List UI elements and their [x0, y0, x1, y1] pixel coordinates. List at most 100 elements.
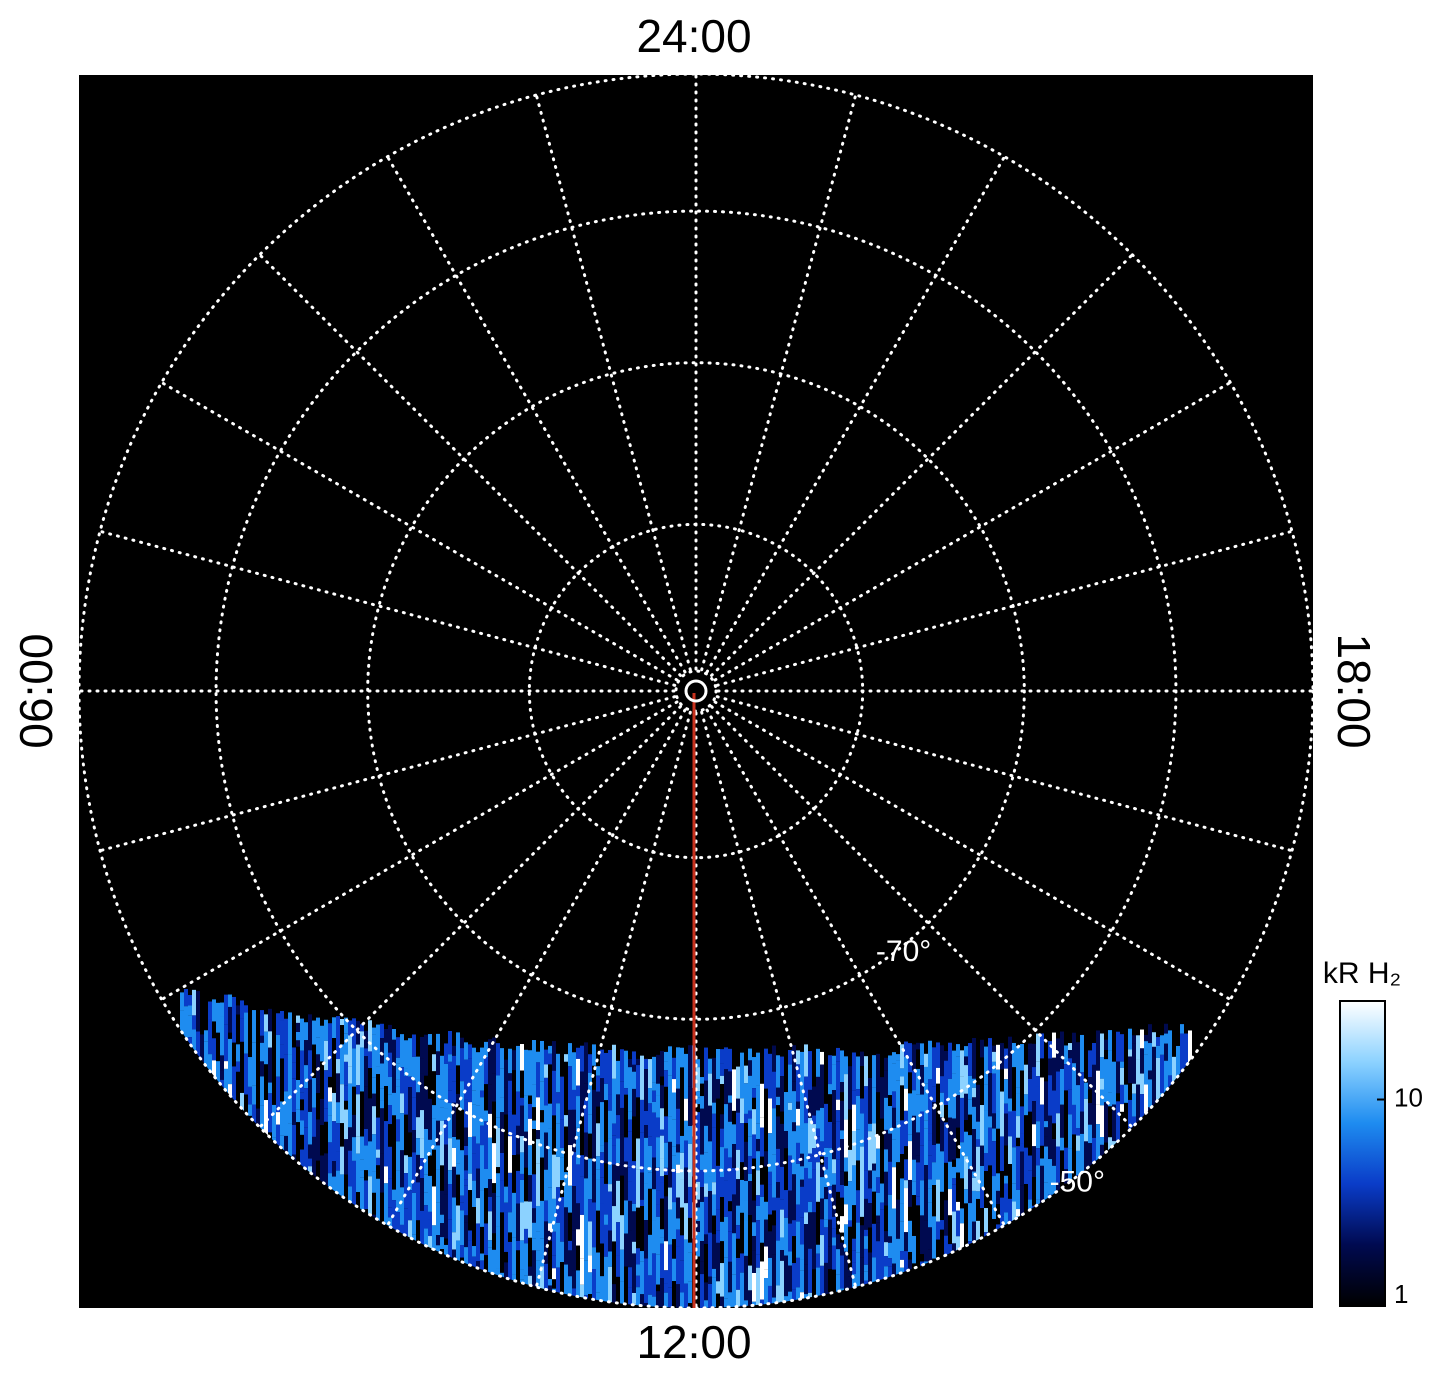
aurora-pixel — [872, 1163, 876, 1171]
aurora-pixel — [600, 1145, 604, 1153]
aurora-pixel — [408, 1132, 412, 1157]
aurora-pixel — [424, 1086, 428, 1130]
aurora-pixel — [768, 1231, 772, 1258]
aurora-pixel — [280, 1010, 284, 1021]
aurora-pixel — [1092, 1104, 1096, 1138]
aurora-pixel — [332, 1038, 336, 1063]
aurora-pixel — [496, 1128, 500, 1168]
aurora-pixel — [1004, 1183, 1008, 1213]
aurora-pixel — [1008, 1164, 1012, 1199]
aurora-pixel — [784, 1217, 788, 1256]
aurora-pixel — [804, 1212, 808, 1225]
aurora-pixel — [560, 1241, 564, 1263]
aurora-pixel — [412, 1056, 416, 1081]
aurora-pixel — [628, 1111, 632, 1120]
aurora-pixel — [700, 1169, 704, 1188]
aurora-pixel — [920, 1215, 924, 1255]
aurora-pixel — [488, 1247, 492, 1290]
aurora-pixel — [240, 1050, 244, 1093]
aurora-pixel — [380, 1100, 384, 1109]
aurora-pixel — [860, 1113, 864, 1147]
aurora-pixel — [640, 1199, 644, 1207]
aurora-pixel — [252, 1085, 256, 1105]
aurora-pixel — [720, 1063, 724, 1076]
aurora-pixel — [972, 1038, 976, 1079]
aurora-pixel — [508, 1172, 512, 1213]
aurora-pixel — [420, 1110, 424, 1139]
aurora-pixel — [916, 1049, 920, 1069]
aurora-pixel — [604, 1100, 608, 1143]
aurora-pixel — [820, 1177, 824, 1199]
aurora-pixel — [304, 1088, 308, 1128]
aurora-pixel — [748, 1110, 752, 1119]
aurora-pixel — [464, 1145, 468, 1156]
aurora-pixel — [836, 1234, 840, 1250]
aurora-pixel — [816, 1110, 820, 1129]
aurora-pixel — [668, 1046, 672, 1076]
aurora-pixel — [804, 1167, 808, 1213]
aurora-pixel — [232, 1066, 236, 1110]
aurora-pixel — [1148, 1024, 1152, 1044]
aurora-pixel — [280, 1101, 284, 1136]
aurora-pixel — [396, 1170, 400, 1213]
aurora-pixel — [840, 1139, 844, 1172]
aurora-pixel — [952, 1166, 956, 1179]
aurora-pixel — [240, 1041, 244, 1051]
aurora-pixel — [328, 1023, 332, 1053]
aurora-pixel — [364, 1145, 368, 1171]
aurora-pixel — [596, 1066, 600, 1076]
aurora-pixel — [656, 1291, 660, 1308]
aurora-pixel — [488, 1240, 492, 1248]
aurora-pixel — [1052, 1165, 1056, 1185]
aurora-pixel — [268, 1082, 272, 1094]
aurora-pixel — [972, 1190, 976, 1222]
aurora-pixel — [976, 1191, 980, 1199]
aurora-pixel — [488, 1211, 492, 1241]
aurora-pixel — [616, 1255, 620, 1277]
aurora-pixel — [332, 1017, 336, 1039]
aurora-pixel — [640, 1261, 644, 1295]
aurora-pixel — [856, 1160, 860, 1191]
aurora-pixel — [776, 1055, 780, 1088]
aurora-pixel — [720, 1197, 724, 1222]
hour-line — [98, 695, 677, 853]
aurora-pixel — [884, 1305, 888, 1308]
aurora-pixel — [508, 1136, 512, 1173]
aurora-pixel — [1012, 1201, 1016, 1225]
aurora-pixel — [896, 1054, 900, 1061]
aurora-pixel — [732, 1233, 736, 1275]
aurora-pixel — [844, 1204, 848, 1225]
aurora-pixel — [680, 1152, 684, 1180]
aurora-pixel — [776, 1148, 780, 1183]
aurora-pixel — [832, 1184, 836, 1206]
aurora-pixel — [584, 1178, 588, 1216]
aurora-pixel — [400, 1113, 404, 1151]
aurora-pixel — [744, 1065, 748, 1084]
aurora-pixel — [900, 1221, 904, 1252]
aurora-pixel — [408, 1190, 412, 1221]
aurora-pixel — [648, 1145, 652, 1173]
aurora-pixel — [324, 1153, 328, 1190]
aurora-pixel — [404, 1208, 408, 1245]
aurora-pixel — [632, 1241, 636, 1254]
aurora-pixel — [864, 1236, 868, 1249]
aurora-pixel — [880, 1243, 884, 1288]
aurora-pixel — [1072, 1063, 1076, 1105]
aurora-pixel — [700, 1096, 704, 1109]
aurora-pixel — [324, 1019, 328, 1041]
aurora-pixel — [892, 1052, 896, 1064]
aurora-pixel — [396, 1086, 400, 1120]
aurora-pixel — [616, 1051, 620, 1061]
aurora-pixel — [808, 1089, 812, 1118]
aurora-pixel — [992, 1113, 996, 1129]
aurora-pixel — [260, 1010, 264, 1036]
aurora-pixel — [480, 1260, 484, 1279]
aurora-pixel — [492, 1143, 496, 1184]
aurora-pixel — [412, 1152, 416, 1193]
aurora-pixel — [788, 1064, 792, 1103]
colorbar-tick-label: 1 — [1394, 1279, 1408, 1309]
aurora-pixel — [1004, 1145, 1008, 1176]
aurora-pixel — [444, 1120, 448, 1145]
aurora-pixel — [744, 1180, 748, 1201]
aurora-pixel — [432, 1043, 436, 1055]
